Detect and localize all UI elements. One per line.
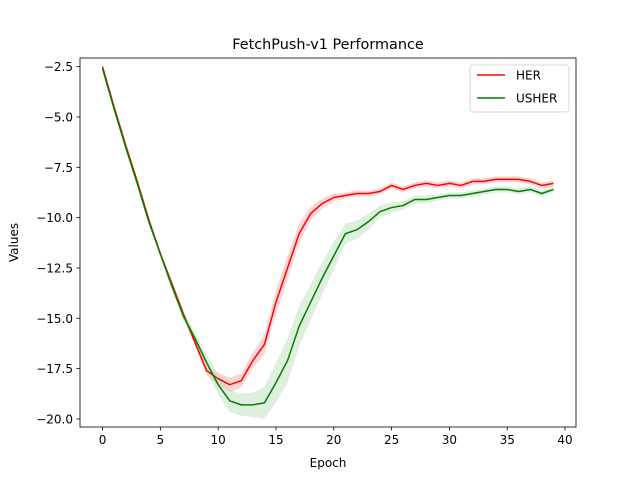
y-tick-label: −17.5 xyxy=(36,362,73,376)
y-tick-label: −10.0 xyxy=(36,211,73,225)
x-tick-label: 15 xyxy=(268,433,283,447)
x-axis-label: Epoch xyxy=(310,456,347,470)
legend-label-her: HER xyxy=(516,69,541,83)
y-axis-label: Values xyxy=(7,223,21,262)
y-tick-label: −7.5 xyxy=(44,161,73,175)
legend-box xyxy=(469,64,570,113)
y-tick-label: −5.0 xyxy=(44,110,73,124)
legend-label-usher: USHER xyxy=(516,92,557,106)
x-tick-label: 35 xyxy=(500,433,515,447)
legend: HER USHER xyxy=(469,64,570,113)
x-tick-label: 0 xyxy=(99,433,107,447)
series-lines xyxy=(101,66,554,406)
chart-title: FetchPush-v1 Performance xyxy=(232,37,424,53)
x-tick-label: 10 xyxy=(211,433,226,447)
y-axis-ticks: −2.5 −5.0 −7.5 −10.0 −12.5 −15.0 −17.5 −20.0 xyxy=(36,60,80,426)
y-tick-label: −2.5 xyxy=(44,60,73,74)
x-tick-label: 5 xyxy=(157,433,165,447)
plot-frame xyxy=(79,57,577,428)
y-tick-label: −20.0 xyxy=(36,412,73,426)
x-tick-label: 20 xyxy=(326,433,341,447)
x-tick-label: 25 xyxy=(384,433,399,447)
x-tick-label: 30 xyxy=(442,433,457,447)
x-axis-ticks: 0 5 10 15 20 25 30 35 40 xyxy=(99,427,573,447)
series-line-usher xyxy=(101,68,554,406)
x-tick-label: 40 xyxy=(557,433,572,447)
y-tick-label: −12.5 xyxy=(36,261,73,275)
y-tick-label: −15.0 xyxy=(36,312,73,326)
